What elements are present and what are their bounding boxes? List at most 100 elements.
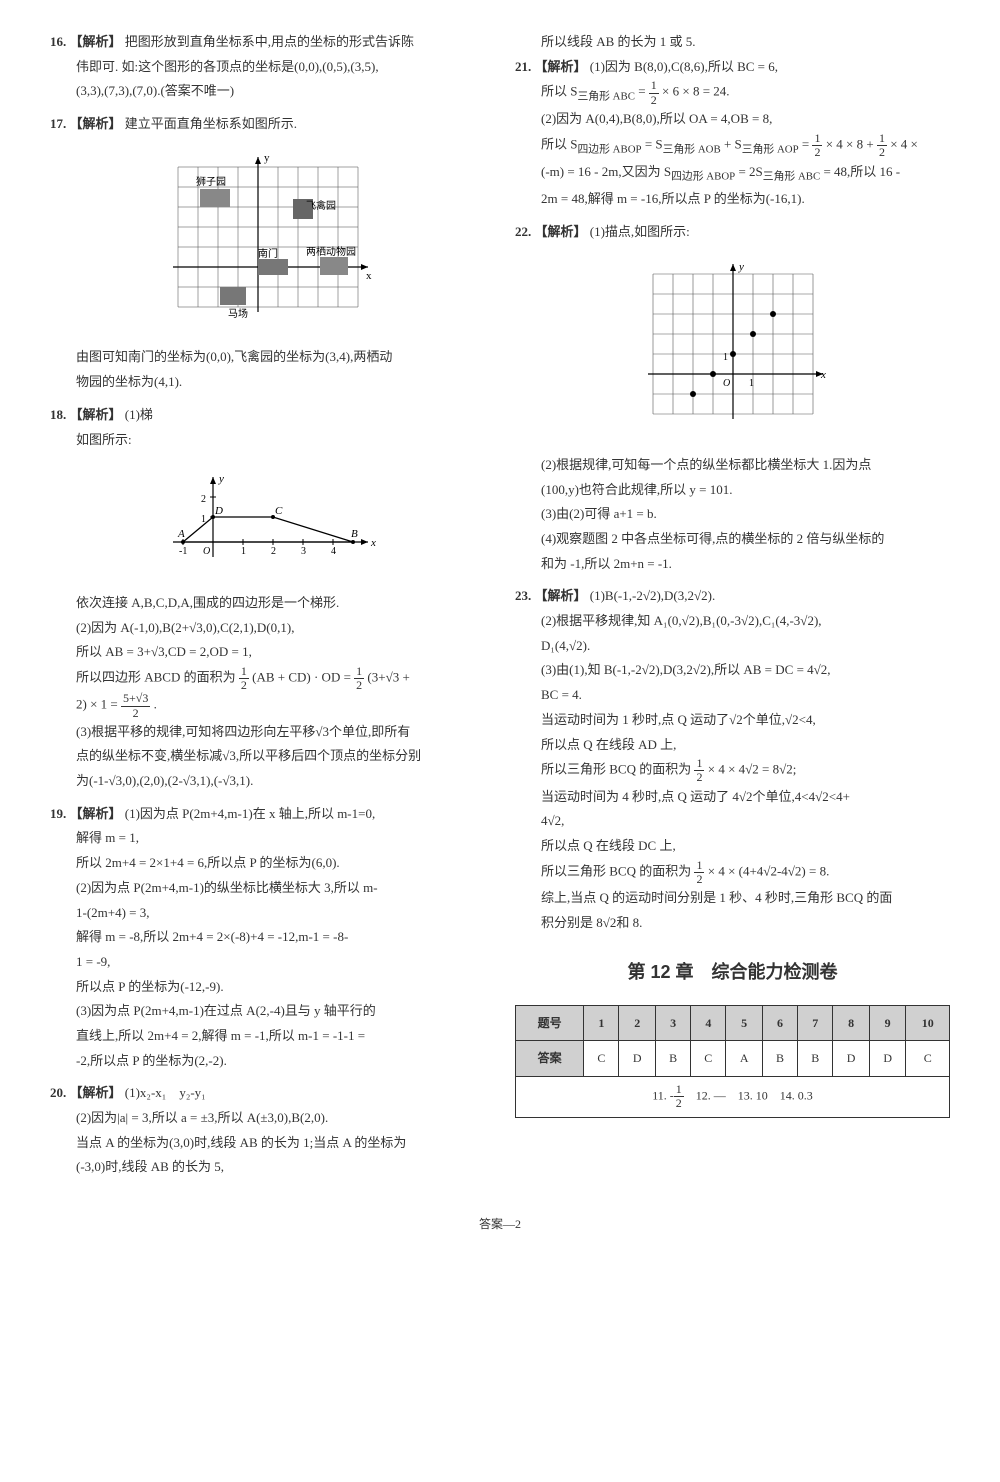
q22-num: 22.: [515, 224, 531, 239]
q22-t2: (2)根据规律,可知每一个点的纵坐标都比横坐标大 1.因为点: [515, 453, 950, 478]
q17-t1: 建立平面直角坐标系如图所示.: [125, 116, 297, 131]
q17-num: 17.: [50, 116, 66, 131]
q18: 18. 【解析】 (1)梯 如图所示: A D C B O: [50, 403, 485, 794]
q16-t1: 把图形放到直角坐标系中,用点的坐标的形式告诉陈: [125, 34, 414, 49]
q20-t2: (2)因为|a| = 3,所以 a = ±3,所以 A(±3,0),B(2,0)…: [50, 1106, 485, 1131]
q22-t6: 和为 -1,所以 2m+n = -1.: [515, 552, 950, 577]
svg-text:1: 1: [201, 514, 206, 525]
q23-t13: 综上,当点 Q 的运动时间分别是 1 秒、4 秒时,三角形 BCQ 的面: [515, 886, 950, 911]
q23-t9: 当运动时间为 4 秒时,点 Q 运动了 4√2个单位,4<4√2<4+: [515, 785, 950, 810]
svg-text:1: 1: [241, 546, 246, 557]
q23-t2: (2)根据平移规律,知 A₁(0,√2),B₁(0,-3√2),C₁(4,-3√…: [515, 609, 950, 634]
q21: 21. 【解析】 (1)因为 B(8,0),C(8,6),所以 BC = 6, …: [515, 55, 950, 212]
q16: 16. 【解析】 把图形放到直角坐标系中,用点的坐标的形式告诉陈 伟即可. 如:…: [50, 30, 485, 104]
q20-t3: 当点 A 的坐标为(3,0)时,线段 AB 的长为 1;当点 A 的坐标为: [50, 1131, 485, 1156]
svg-text:y: y: [218, 473, 224, 485]
q19-t10: 直线上,所以 2m+4 = 2,解得 m = -1,所以 m-1 = -1-1 …: [50, 1024, 485, 1049]
q22-t3: (100,y)也符合此规律,所以 y = 101.: [515, 478, 950, 503]
q20-t4: (-3,0)时,线段 AB 的长为 5,: [50, 1155, 485, 1180]
q19-label: 【解析】: [70, 806, 122, 821]
q16-label: 【解析】: [70, 34, 122, 49]
q23-t5: BC = 4.: [515, 683, 950, 708]
answer-label: 答案: [516, 1041, 584, 1077]
q19-t11: -2,所以点 P 的坐标为(2,-2).: [50, 1049, 485, 1074]
q16-t3: (3,3),(7,3),(7,0).(答案不唯一): [50, 79, 485, 104]
q18-label: 【解析】: [70, 407, 122, 422]
q21-t2: 所以 S三角形 ABC = 12 × 6 × 8 = 24.: [515, 79, 950, 107]
q18-t8: 为(-1-√3,0),(2,0),(2-√3,1),(-√3,1).: [50, 769, 485, 794]
table-header-row: 题号 1 2 3 4 5 6 7 8 9 10: [516, 1005, 950, 1041]
svg-text:B: B: [351, 528, 358, 540]
q19-t7: 1 = -9,: [50, 950, 485, 975]
chapter-title: 第 12 章 综合能力检测卷: [515, 955, 950, 989]
q22-t4: (3)由(2)可得 a+1 = b.: [515, 502, 950, 527]
q19-t4: (2)因为点 P(2m+4,m-1)的纵坐标比横坐标大 3,所以 m-: [50, 876, 485, 901]
svg-text:3: 3: [301, 546, 306, 557]
right-column: 所以线段 AB 的长为 1 或 5. 21. 【解析】 (1)因为 B(8,0)…: [515, 30, 950, 1188]
q21-t3: (2)因为 A(0,4),B(8,0),所以 OA = 4,OB = 8,: [515, 107, 950, 132]
svg-text:x: x: [370, 537, 376, 549]
q18-t7: 点的纵坐标不变,横坐标减√3,所以平移后四个顶点的坐标分别: [50, 744, 485, 769]
svg-text:-1: -1: [179, 546, 187, 557]
q19-t5: 1-(2m+4) = 3,: [50, 901, 485, 926]
q22-t1: (1)描点,如图所示:: [590, 224, 690, 239]
svg-text:D: D: [214, 505, 223, 517]
q17-t2: 由图可知南门的坐标为(0,0),飞禽园的坐标为(3,4),两栖动: [50, 345, 485, 370]
q17-label: 【解析】: [70, 116, 122, 131]
q23-t10: 4√2,: [515, 809, 950, 834]
q23-t6: 当运动时间为 1 秒时,点 Q 运动了√2个单位,√2<4,: [515, 708, 950, 733]
q19-t8: 所以点 P 的坐标为(-12,-9).: [50, 975, 485, 1000]
svg-text:1: 1: [749, 378, 754, 389]
q18-p2: 如图所示:: [50, 428, 485, 453]
page-footer: 答案—2: [50, 1213, 950, 1236]
q19-t2: 解得 m = 1,: [50, 826, 485, 851]
q18-t5: 2) × 1 = 5+√32 .: [50, 692, 485, 719]
q22-figure: O 1 1 x y: [515, 254, 950, 443]
q23-t14: 积分别是 8√2和 8.: [515, 911, 950, 936]
q23-t3: D₁(4,√2).: [515, 634, 950, 659]
horse-label: 马场: [228, 307, 248, 320]
q18-t3: 所以 AB = 3+√3,CD = 2,OD = 1,: [50, 640, 485, 665]
q21-t4: 所以 S四边形 ABOP = S三角形 AOB + S三角形 AOP = 12 …: [515, 132, 950, 160]
q22-label: 【解析】: [535, 224, 587, 239]
q21-num: 21.: [515, 59, 531, 74]
q19-num: 19.: [50, 806, 66, 821]
fill-cell: 11. -12 12. — 13. 10 14. 0.3: [516, 1077, 950, 1117]
q18-t6: (3)根据平移的规律,可知将四边形向左平移√3个单位,即所有: [50, 720, 485, 745]
svg-text:y: y: [738, 261, 744, 273]
svg-text:O: O: [723, 378, 730, 389]
svg-text:1: 1: [723, 352, 728, 363]
q16-t2: 伟即可. 如:这个图形的各顶点的坐标是(0,0),(0,5),(3,5),: [50, 55, 485, 80]
bird-label: 飞禽园: [306, 199, 336, 212]
q20-t1: (1)x₂-x₁ y₂-y₁: [125, 1085, 206, 1100]
q22: 22. 【解析】 (1)描点,如图所示:: [515, 220, 950, 577]
amph-label: 两栖动物园: [306, 245, 356, 258]
q21-t6: 2m = 48,解得 m = -16,所以点 P 的坐标为(-16,1).: [515, 187, 950, 212]
q23: 23. 【解析】 (1)B(-1,-2√2),D(3,2√2). (2)根据平移…: [515, 584, 950, 935]
q18-figure: A D C B O x y -1 1 2 3 4 1 2: [50, 462, 485, 581]
answer-table: 题号 1 2 3 4 5 6 7 8 9 10 答案 C D B C A B B: [515, 1005, 950, 1118]
q18-t4: 所以四边形 ABCD 的面积为 12 (AB + CD) · OD = 12 (…: [50, 665, 485, 692]
lion-label: 狮子园: [196, 175, 226, 188]
q18-p1: (1)梯: [125, 407, 153, 422]
q23-t12: 所以三角形 BCQ 的面积为 12 × 4 × (4+4√2-4√2) = 8.: [515, 859, 950, 886]
left-column: 16. 【解析】 把图形放到直角坐标系中,用点的坐标的形式告诉陈 伟即可. 如:…: [50, 30, 485, 1188]
svg-text:2: 2: [271, 546, 276, 557]
q17-t3: 物园的坐标为(4,1).: [50, 370, 485, 395]
q23-t1: (1)B(-1,-2√2),D(3,2√2).: [590, 588, 715, 603]
q19: 19. 【解析】 (1)因为点 P(2m+4,m-1)在 x 轴上,所以 m-1…: [50, 802, 485, 1074]
q20-cont: 所以线段 AB 的长为 1 或 5.: [515, 30, 950, 55]
q20-label: 【解析】: [70, 1085, 122, 1100]
svg-text:x: x: [820, 369, 826, 381]
q22-t5: (4)观察题图 2 中各点坐标可得,点的横坐标的 2 倍与纵坐标的: [515, 527, 950, 552]
q19-t1: (1)因为点 P(2m+4,m-1)在 x 轴上,所以 m-1=0,: [125, 806, 375, 821]
q23-label: 【解析】: [535, 588, 587, 603]
q19-t3: 所以 2m+4 = 2×1+4 = 6,所以点 P 的坐标为(6,0).: [50, 851, 485, 876]
q23-t7: 所以点 Q 在线段 AD 上,: [515, 733, 950, 758]
q18-num: 18.: [50, 407, 66, 422]
q21-t5: (-m) = 16 - 2m,又因为 S四边形 ABOP = 2S三角形 ABC…: [515, 160, 950, 187]
q16-num: 16.: [50, 34, 66, 49]
svg-text:A: A: [177, 528, 185, 540]
svg-text:4: 4: [331, 546, 336, 557]
axis-y: y: [264, 152, 270, 164]
